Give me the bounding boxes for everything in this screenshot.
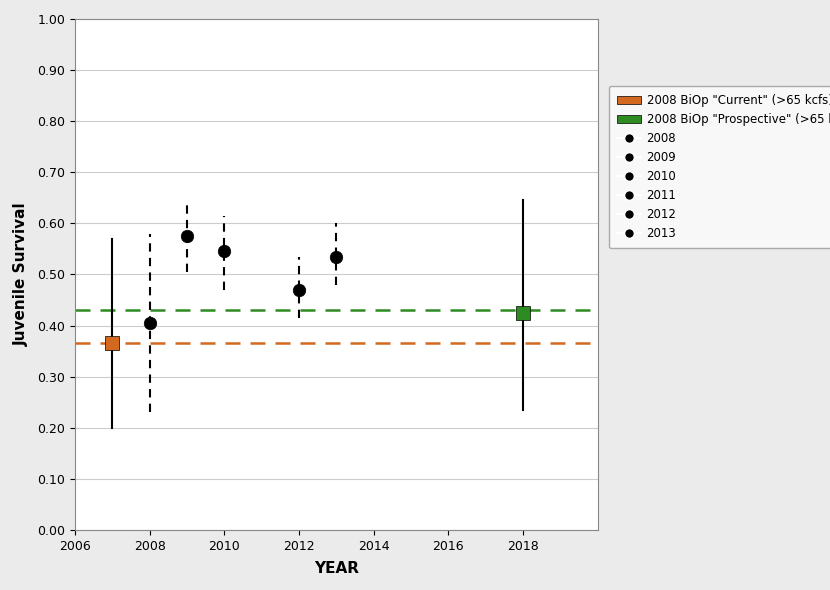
X-axis label: YEAR: YEAR: [314, 561, 359, 576]
Legend: 2008 BiOp "Current" (>65 kcfs), 2008 BiOp "Prospective" (>65 kcfs), 2008, 2009, : 2008 BiOp "Current" (>65 kcfs), 2008 BiO…: [608, 86, 830, 248]
Y-axis label: Juvenile Survival: Juvenile Survival: [14, 202, 29, 346]
